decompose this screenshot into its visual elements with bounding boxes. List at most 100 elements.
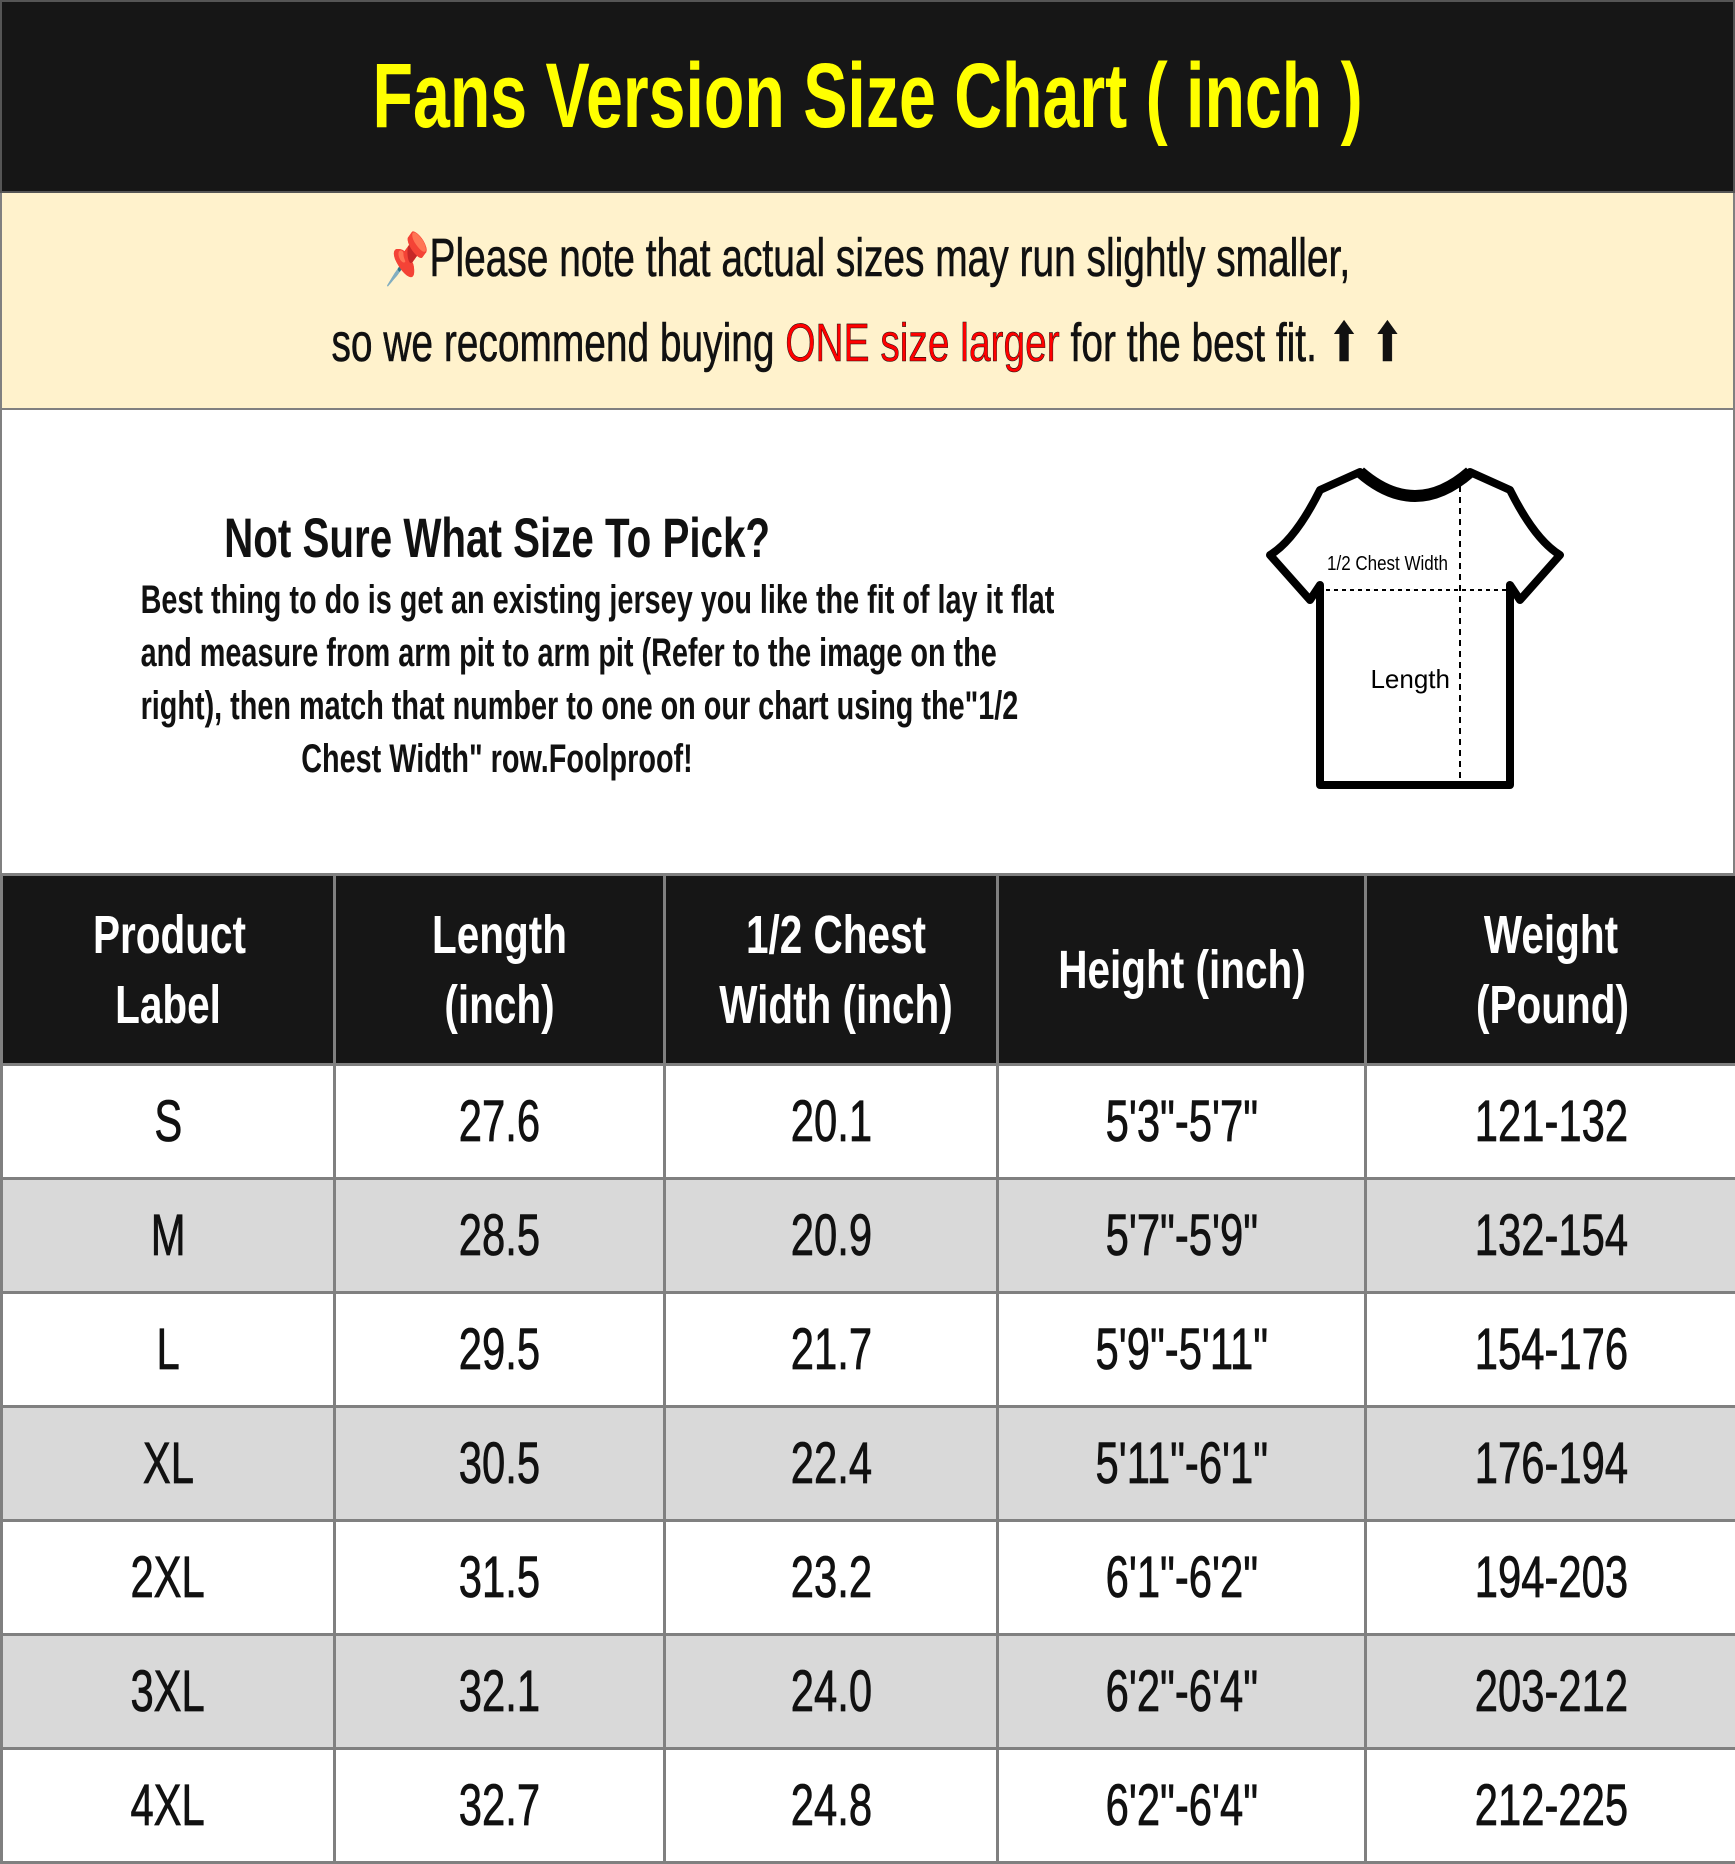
up-arrow-icon: ⬆ ⬆ bbox=[1327, 313, 1404, 374]
header-text: Weight (Pound) bbox=[1476, 904, 1629, 1035]
cell-height: 6'2"-6'4" bbox=[996, 1633, 1367, 1750]
table-header-row: Product Label Length (inch) 1/2 Chest Wi… bbox=[0, 873, 1735, 1066]
table-row: L 29.5 21.7 5'9"-5'11" 154-176 bbox=[0, 1291, 1735, 1408]
pushpin-icon: 📌 bbox=[384, 231, 430, 288]
cell-chest-width: 24.0 bbox=[663, 1633, 999, 1750]
header-text: Product Label bbox=[93, 904, 247, 1035]
cell-length: 32.7 bbox=[333, 1747, 666, 1864]
note-line-1-text: Please note that actual sizes may run sl… bbox=[429, 228, 1351, 289]
cell-text: S bbox=[154, 1089, 182, 1155]
header-text: Height (inch) bbox=[1057, 939, 1306, 1000]
cell-length: 29.5 bbox=[333, 1291, 666, 1408]
cell-text: 2XL bbox=[130, 1545, 206, 1611]
cell-text: 5'7"-5'9" bbox=[1105, 1203, 1258, 1269]
note-text-end: for the best fit. bbox=[1059, 313, 1328, 374]
tshirt-diagram-icon: 1/2 Chest Width Length bbox=[1266, 467, 1564, 789]
length-label: Length bbox=[1370, 664, 1450, 694]
cell-weight: 154-176 bbox=[1364, 1291, 1735, 1408]
cell-size: S bbox=[0, 1063, 336, 1180]
cell-length: 27.6 bbox=[333, 1063, 666, 1180]
cell-size: M bbox=[0, 1177, 336, 1294]
cell-text: L bbox=[156, 1317, 180, 1383]
header-product-label: Product Label bbox=[0, 873, 336, 1066]
cell-size: 4XL bbox=[0, 1747, 336, 1864]
note-highlight: ONE size larger bbox=[785, 313, 1060, 374]
size-note: 📌Please note that actual sizes may run s… bbox=[0, 193, 1735, 410]
page-title: Fans Version Size Chart ( inch ) bbox=[372, 45, 1363, 147]
cell-text: 29.5 bbox=[458, 1317, 541, 1383]
cell-text: 21.7 bbox=[790, 1317, 872, 1383]
note-line-2: so we recommend buying ONE size larger f… bbox=[331, 311, 1404, 374]
cell-text: 132-154 bbox=[1474, 1203, 1628, 1269]
cell-chest-width: 23.2 bbox=[663, 1519, 999, 1636]
cell-size: L bbox=[0, 1291, 336, 1408]
cell-weight: 203-212 bbox=[1364, 1633, 1735, 1750]
header-text: Length (inch) bbox=[432, 904, 567, 1035]
cell-size: XL bbox=[0, 1405, 336, 1522]
cell-text: 121-132 bbox=[1474, 1089, 1628, 1155]
title-bar: Fans Version Size Chart ( inch ) bbox=[0, 0, 1735, 193]
cell-height: 6'2"-6'4" bbox=[996, 1747, 1367, 1864]
note-line-1: 📌Please note that actual sizes may run s… bbox=[384, 227, 1351, 289]
help-line: right), then match that number to one on… bbox=[140, 684, 1019, 728]
cell-chest-width: 20.9 bbox=[663, 1177, 999, 1294]
cell-size: 2XL bbox=[0, 1519, 336, 1636]
cell-chest-width: 21.7 bbox=[663, 1291, 999, 1408]
cell-text: 5'11"-6'1" bbox=[1095, 1431, 1268, 1497]
help-line: and measure from arm pit to arm pit (Ref… bbox=[140, 631, 997, 675]
size-help-section: Not Sure What Size To Pick? Best thing t… bbox=[0, 410, 1735, 873]
cell-text: M bbox=[150, 1203, 186, 1269]
cell-text: XL bbox=[142, 1431, 194, 1497]
cell-length: 30.5 bbox=[333, 1405, 666, 1522]
cell-text: 6'2"-6'4" bbox=[1105, 1659, 1258, 1725]
note-text: so we recommend buying bbox=[331, 313, 786, 374]
cell-text: 5'3"-5'7" bbox=[1105, 1089, 1258, 1155]
table-row: S 27.6 20.1 5'3"-5'7" 121-132 bbox=[0, 1063, 1735, 1180]
cell-text: 24.8 bbox=[790, 1773, 872, 1839]
cell-chest-width: 20.1 bbox=[663, 1063, 999, 1180]
cell-height: 5'11"-6'1" bbox=[996, 1405, 1367, 1522]
header-chest-width: 1/2 Chest Width (inch) bbox=[663, 873, 999, 1066]
cell-text: 3XL bbox=[130, 1659, 206, 1725]
cell-text: 31.5 bbox=[458, 1545, 541, 1611]
header-text: 1/2 Chest Width (inch) bbox=[719, 904, 953, 1035]
cell-text: 30.5 bbox=[458, 1431, 541, 1497]
help-heading: Not Sure What Size To Pick? bbox=[224, 506, 770, 569]
cell-text: 203-212 bbox=[1474, 1659, 1628, 1725]
cell-text: 154-176 bbox=[1474, 1317, 1628, 1383]
header-length: Length (inch) bbox=[333, 873, 666, 1066]
cell-size: 3XL bbox=[0, 1633, 336, 1750]
table-row: M 28.5 20.9 5'7"-5'9" 132-154 bbox=[0, 1177, 1735, 1294]
cell-weight: 176-194 bbox=[1364, 1405, 1735, 1522]
cell-text: 22.4 bbox=[790, 1431, 872, 1497]
chest-width-label: 1/2 Chest Width bbox=[1327, 552, 1448, 575]
cell-text: 4XL bbox=[130, 1773, 206, 1839]
table-row: 4XL 32.7 24.8 6'2"-6'4" 212-225 bbox=[0, 1747, 1735, 1864]
header-weight: Weight (Pound) bbox=[1364, 873, 1735, 1066]
cell-length: 28.5 bbox=[333, 1177, 666, 1294]
cell-weight: 194-203 bbox=[1364, 1519, 1735, 1636]
cell-text: 6'1"-6'2" bbox=[1105, 1545, 1258, 1611]
table-row: 3XL 32.1 24.0 6'2"-6'4" 203-212 bbox=[0, 1633, 1735, 1750]
cell-text: 20.9 bbox=[790, 1203, 872, 1269]
cell-weight: 212-225 bbox=[1364, 1747, 1735, 1864]
cell-weight: 121-132 bbox=[1364, 1063, 1735, 1180]
cell-height: 5'3"-5'7" bbox=[996, 1063, 1367, 1180]
help-line: Best thing to do is get an existing jers… bbox=[140, 578, 1055, 622]
cell-text: 212-225 bbox=[1474, 1773, 1628, 1839]
cell-chest-width: 22.4 bbox=[663, 1405, 999, 1522]
cell-length: 31.5 bbox=[333, 1519, 666, 1636]
cell-height: 5'9"-5'11" bbox=[996, 1291, 1367, 1408]
cell-text: 24.0 bbox=[790, 1659, 872, 1725]
cell-text: 176-194 bbox=[1474, 1431, 1628, 1497]
cell-text: 32.7 bbox=[458, 1773, 541, 1839]
cell-text: 27.6 bbox=[458, 1089, 541, 1155]
cell-text: 194-203 bbox=[1474, 1545, 1628, 1611]
cell-height: 6'1"-6'2" bbox=[996, 1519, 1367, 1636]
cell-weight: 132-154 bbox=[1364, 1177, 1735, 1294]
cell-chest-width: 24.8 bbox=[663, 1747, 999, 1864]
header-height: Height (inch) bbox=[996, 873, 1367, 1066]
cell-text: 20.1 bbox=[790, 1089, 872, 1155]
help-line: Chest Width" row.Foolproof! bbox=[301, 737, 693, 781]
cell-text: 32.1 bbox=[458, 1659, 541, 1725]
